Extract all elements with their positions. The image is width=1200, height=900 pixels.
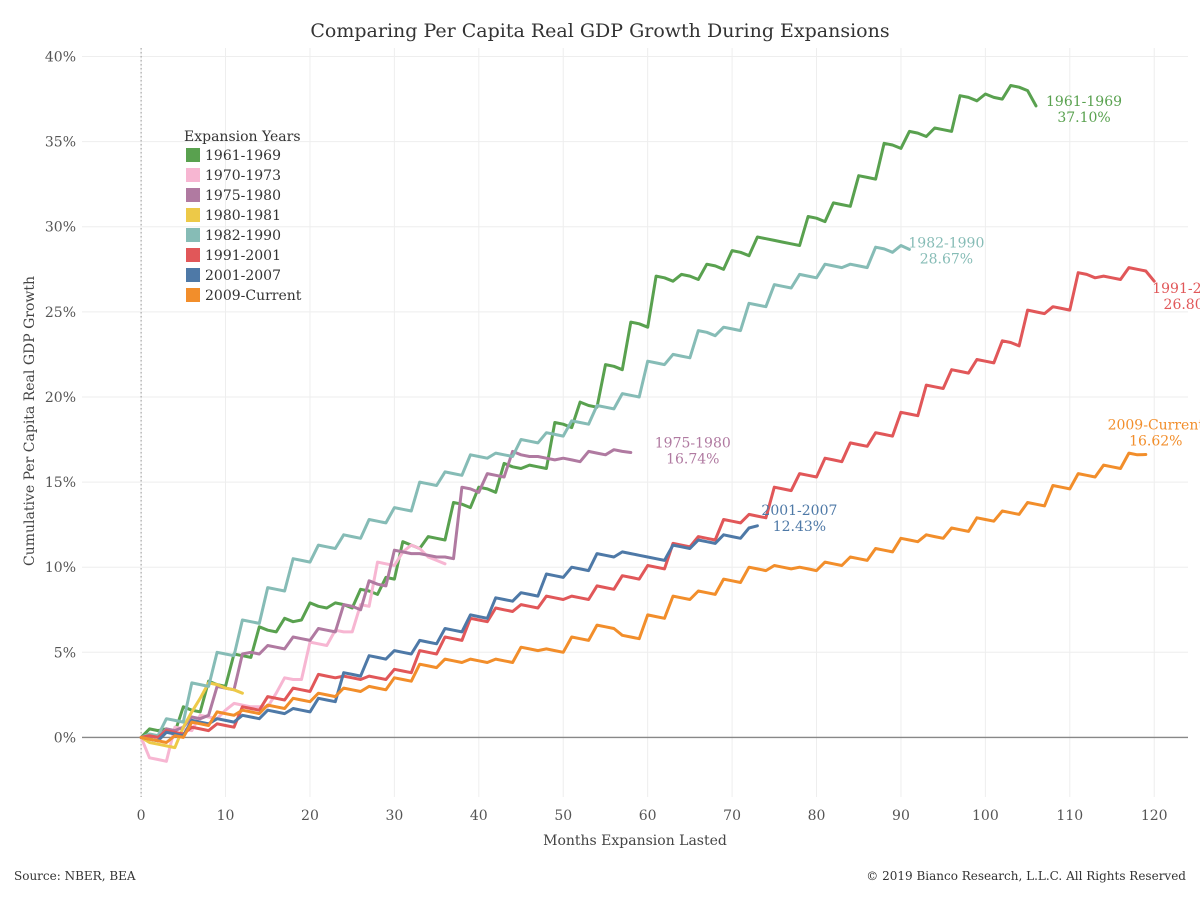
y-tick-label: 40% <box>45 50 76 66</box>
series-line-1991-2001 <box>139 266 1156 739</box>
y-tick-label: 10% <box>45 560 76 576</box>
legend-swatch <box>186 148 200 162</box>
y-tick-label: 20% <box>45 390 76 406</box>
legend-title: Expansion Years <box>184 129 301 145</box>
series-lines <box>139 84 1156 763</box>
y-axis-ticks: 0% 5% 10% 15% 20% 25% 30% 35% 40% <box>45 50 76 747</box>
legend-swatch <box>186 208 200 222</box>
x-tick-label: 90 <box>892 808 910 824</box>
end-label-value: 26.80% <box>1164 297 1200 313</box>
x-axis-ticks: 0 10 20 30 40 50 60 70 80 90 100 110 120 <box>137 808 1168 824</box>
y-axis-title: Cumulative Per Capita Real GDP Growth <box>22 276 38 566</box>
y-tick-label: 5% <box>54 645 76 661</box>
end-label-name: 1982-1990 <box>908 235 984 251</box>
series-line-1970-1973 <box>139 543 447 763</box>
x-axis-title: Months Expansion Lasted <box>543 833 727 849</box>
end-label-value: 12.43% <box>773 519 826 535</box>
end-label-value: 16.62% <box>1129 434 1182 450</box>
legend-swatch <box>186 248 200 262</box>
legend-item-label: 1970-1973 <box>205 168 281 184</box>
legend-item-label: 1980-1981 <box>205 208 281 224</box>
legend: Expansion Years 1961-1969 1970-1973 1975-1… <box>184 129 302 304</box>
y-tick-label: 35% <box>45 135 76 151</box>
legend-swatch <box>186 188 200 202</box>
legend-item-label: 1991-2001 <box>205 248 281 264</box>
legend-item-label: 1961-1969 <box>205 148 281 164</box>
legend-swatch <box>186 288 200 302</box>
end-label-value: 37.10% <box>1057 110 1110 126</box>
end-label-name: 1961-1969 <box>1046 94 1122 110</box>
y-tick-label: 30% <box>45 220 76 236</box>
x-tick-label: 50 <box>554 808 572 824</box>
end-label-name: 2001-2007 <box>761 503 837 519</box>
legend-swatch <box>186 268 200 282</box>
chart-title: Comparing Per Capita Real GDP Growth Dur… <box>310 20 889 42</box>
x-tick-label: 70 <box>723 808 741 824</box>
x-tick-label: 20 <box>301 808 319 824</box>
end-label-name: 1975-1980 <box>655 435 731 451</box>
copyright-note: © 2019 Bianco Research, L.L.C. All Right… <box>866 869 1186 883</box>
x-tick-label: 30 <box>385 808 403 824</box>
legend-item-label: 1982-1990 <box>205 228 281 244</box>
series-line-1982-1990 <box>139 244 911 739</box>
end-label-value: 16.74% <box>666 451 719 467</box>
series-line-2009-Current <box>139 451 1148 744</box>
series-line-1975-1980 <box>139 448 633 739</box>
x-tick-label: 10 <box>217 808 235 824</box>
end-label-name: 1991-2001 <box>1152 281 1200 297</box>
x-tick-label: 0 <box>137 808 146 824</box>
legend-item-label: 2001-2007 <box>205 268 281 284</box>
legend-item-label: 1975-1980 <box>205 188 281 204</box>
end-label-name: 2009-Current <box>1108 418 1200 434</box>
x-tick-label: 120 <box>1141 808 1168 824</box>
legend-swatch <box>186 168 200 182</box>
end-labels: 1961-196937.10%1975-198016.74%1982-19902… <box>655 94 1200 535</box>
x-tick-label: 40 <box>470 808 488 824</box>
series-line-1961-1969 <box>139 84 1038 739</box>
legend-swatch <box>186 228 200 242</box>
source-note: Source: NBER, BEA <box>14 869 136 883</box>
x-tick-label: 100 <box>972 808 999 824</box>
y-tick-label: 15% <box>45 475 76 491</box>
series-line-1980-1981 <box>139 681 244 750</box>
x-tick-label: 60 <box>639 808 657 824</box>
end-label-value: 28.67% <box>920 251 973 267</box>
y-tick-label: 25% <box>45 305 76 321</box>
x-tick-label: 110 <box>1056 808 1083 824</box>
legend-item-label: 2009-Current <box>205 288 302 304</box>
x-tick-label: 80 <box>808 808 826 824</box>
series-line-2001-2007 <box>139 524 759 743</box>
y-tick-label: 0% <box>54 730 76 746</box>
